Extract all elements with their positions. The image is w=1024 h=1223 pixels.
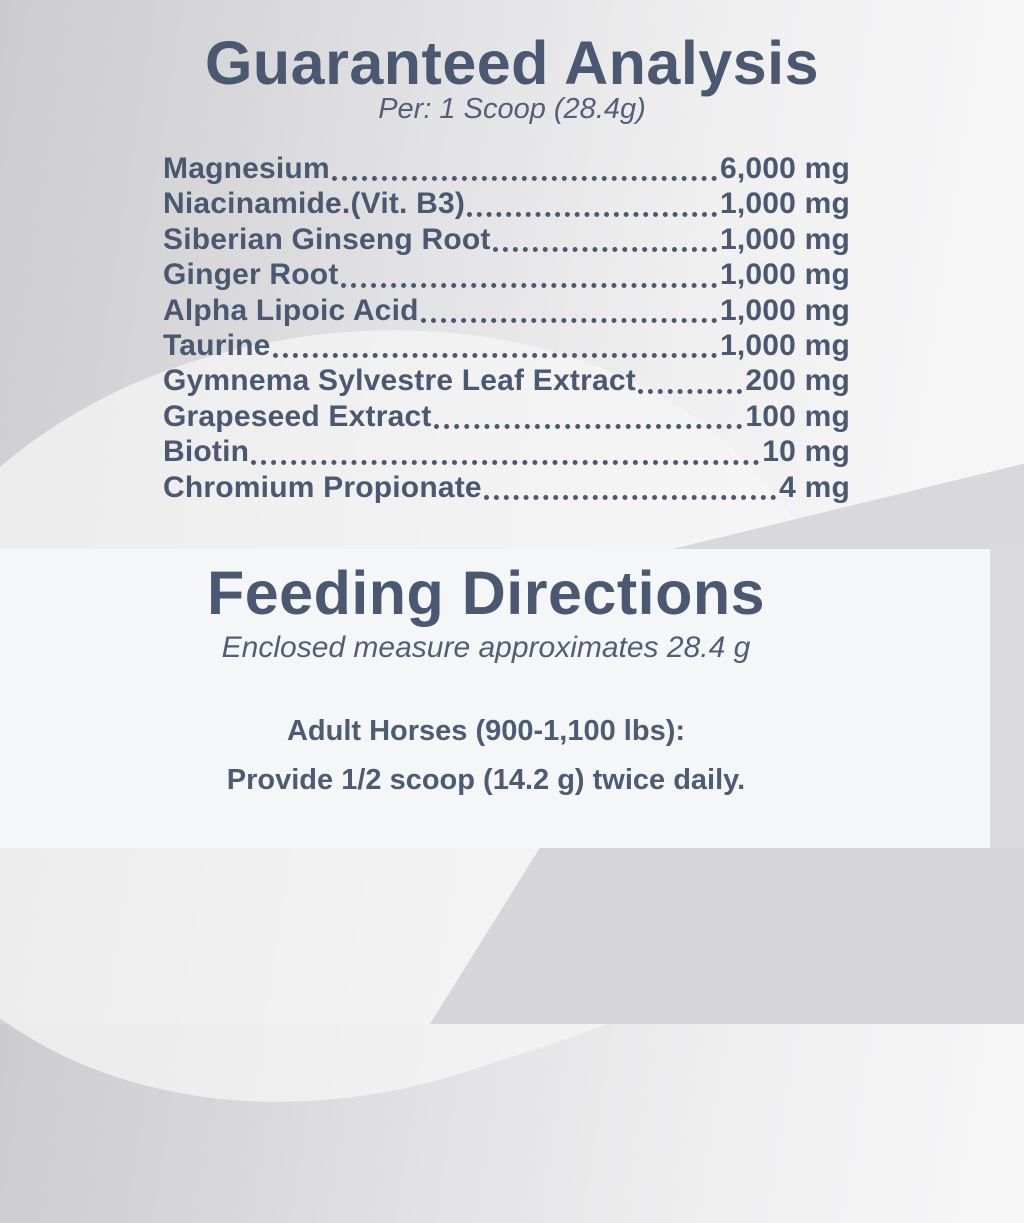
ingredient-name: Ginger Root — [163, 258, 339, 292]
ingredient-name: Magnesium — [163, 152, 330, 185]
analysis-row: Grapeseed Extract 100 mg — [163, 399, 850, 434]
analysis-row: Alpha Lipoic Acid 1,000 mg — [163, 293, 850, 328]
ingredient-name: Grapeseed Extract — [163, 399, 432, 433]
ingredient-amount: 10 mg — [762, 435, 850, 469]
analysis-row: Magnesium 6,000 mg — [163, 151, 850, 186]
ingredient-name: Gymnema Sylvestre Leaf Extract — [163, 364, 636, 398]
analysis-row: Ginger Root 1,000 mg — [163, 257, 850, 292]
ingredient-amount: 1,000 mg — [719, 222, 850, 256]
ingredient-name: Biotin — [163, 435, 250, 469]
feeding-directions-panel — [0, 549, 990, 848]
ingredient-amount: 200 mg — [745, 364, 850, 398]
dot-leader — [433, 424, 743, 430]
dot-leader — [483, 494, 777, 500]
feeding-direction-dosage-line: Provide 1/2 scoop (14.2 g) twice daily. — [226, 764, 746, 796]
ingredient-amount: 6,000 mg — [719, 152, 850, 185]
analysis-row: Gymnema Sylvestre Leaf Extract 200 mg — [163, 363, 850, 398]
ingredient-name: Alpha Lipoic Acid — [163, 293, 419, 327]
ingredient-amount: 4 mg — [779, 470, 850, 504]
dot-leader — [637, 388, 743, 394]
dot-leader — [251, 459, 760, 465]
dot-leader — [340, 282, 717, 288]
analysis-row: Biotin 10 mg — [163, 434, 850, 469]
dot-leader — [420, 317, 717, 323]
ingredient-name: Niacinamide.(Vit. B3) — [163, 187, 466, 221]
analysis-row: Niacinamide.(Vit. B3) 1,000 mg — [163, 186, 850, 221]
ingredient-name: Siberian Ginseng Root — [163, 222, 491, 256]
feeding-direction-horses-line: Adult Horses (900-1,100 lbs): — [286, 715, 686, 747]
dot-leader — [272, 353, 717, 359]
guaranteed-analysis-title: Guaranteed Analysis — [204, 29, 820, 97]
feeding-directions-title: Feeding Directions — [206, 559, 766, 627]
analysis-row: Chromium Propionate 4 mg — [163, 470, 850, 505]
analysis-row: Taurine 1,000 mg — [163, 328, 850, 363]
background-gray-strip-right — [989, 545, 1024, 855]
ingredient-amount: 1,000 mg — [719, 328, 850, 362]
ingredient-name: Chromium Propionate — [163, 470, 482, 504]
dot-leader — [467, 211, 717, 217]
analysis-row: Siberian Ginseng Root 1,000 mg — [163, 222, 850, 257]
dot-leader — [331, 176, 717, 182]
ingredient-amount: 100 mg — [745, 399, 850, 433]
guaranteed-analysis-list: Magnesium 6,000 mg Niacinamide.(Vit. B3)… — [163, 151, 850, 505]
feeding-directions-subtitle: Enclosed measure approximates 28.4 g — [221, 631, 751, 664]
ingredient-amount: 1,000 mg — [719, 293, 850, 327]
background-gray-wedge-bottom-right — [429, 848, 1024, 1024]
serving-size-text: Per: 1 Scoop (28.4g) — [378, 93, 646, 125]
dot-leader — [492, 247, 717, 253]
ingredient-amount: 1,000 mg — [719, 258, 850, 292]
supplement-label: { "analysis": { "title": "Guaranteed Ana… — [0, 0, 1024, 1024]
ingredient-name: Taurine — [163, 328, 271, 362]
ingredient-amount: 1,000 mg — [719, 187, 850, 221]
